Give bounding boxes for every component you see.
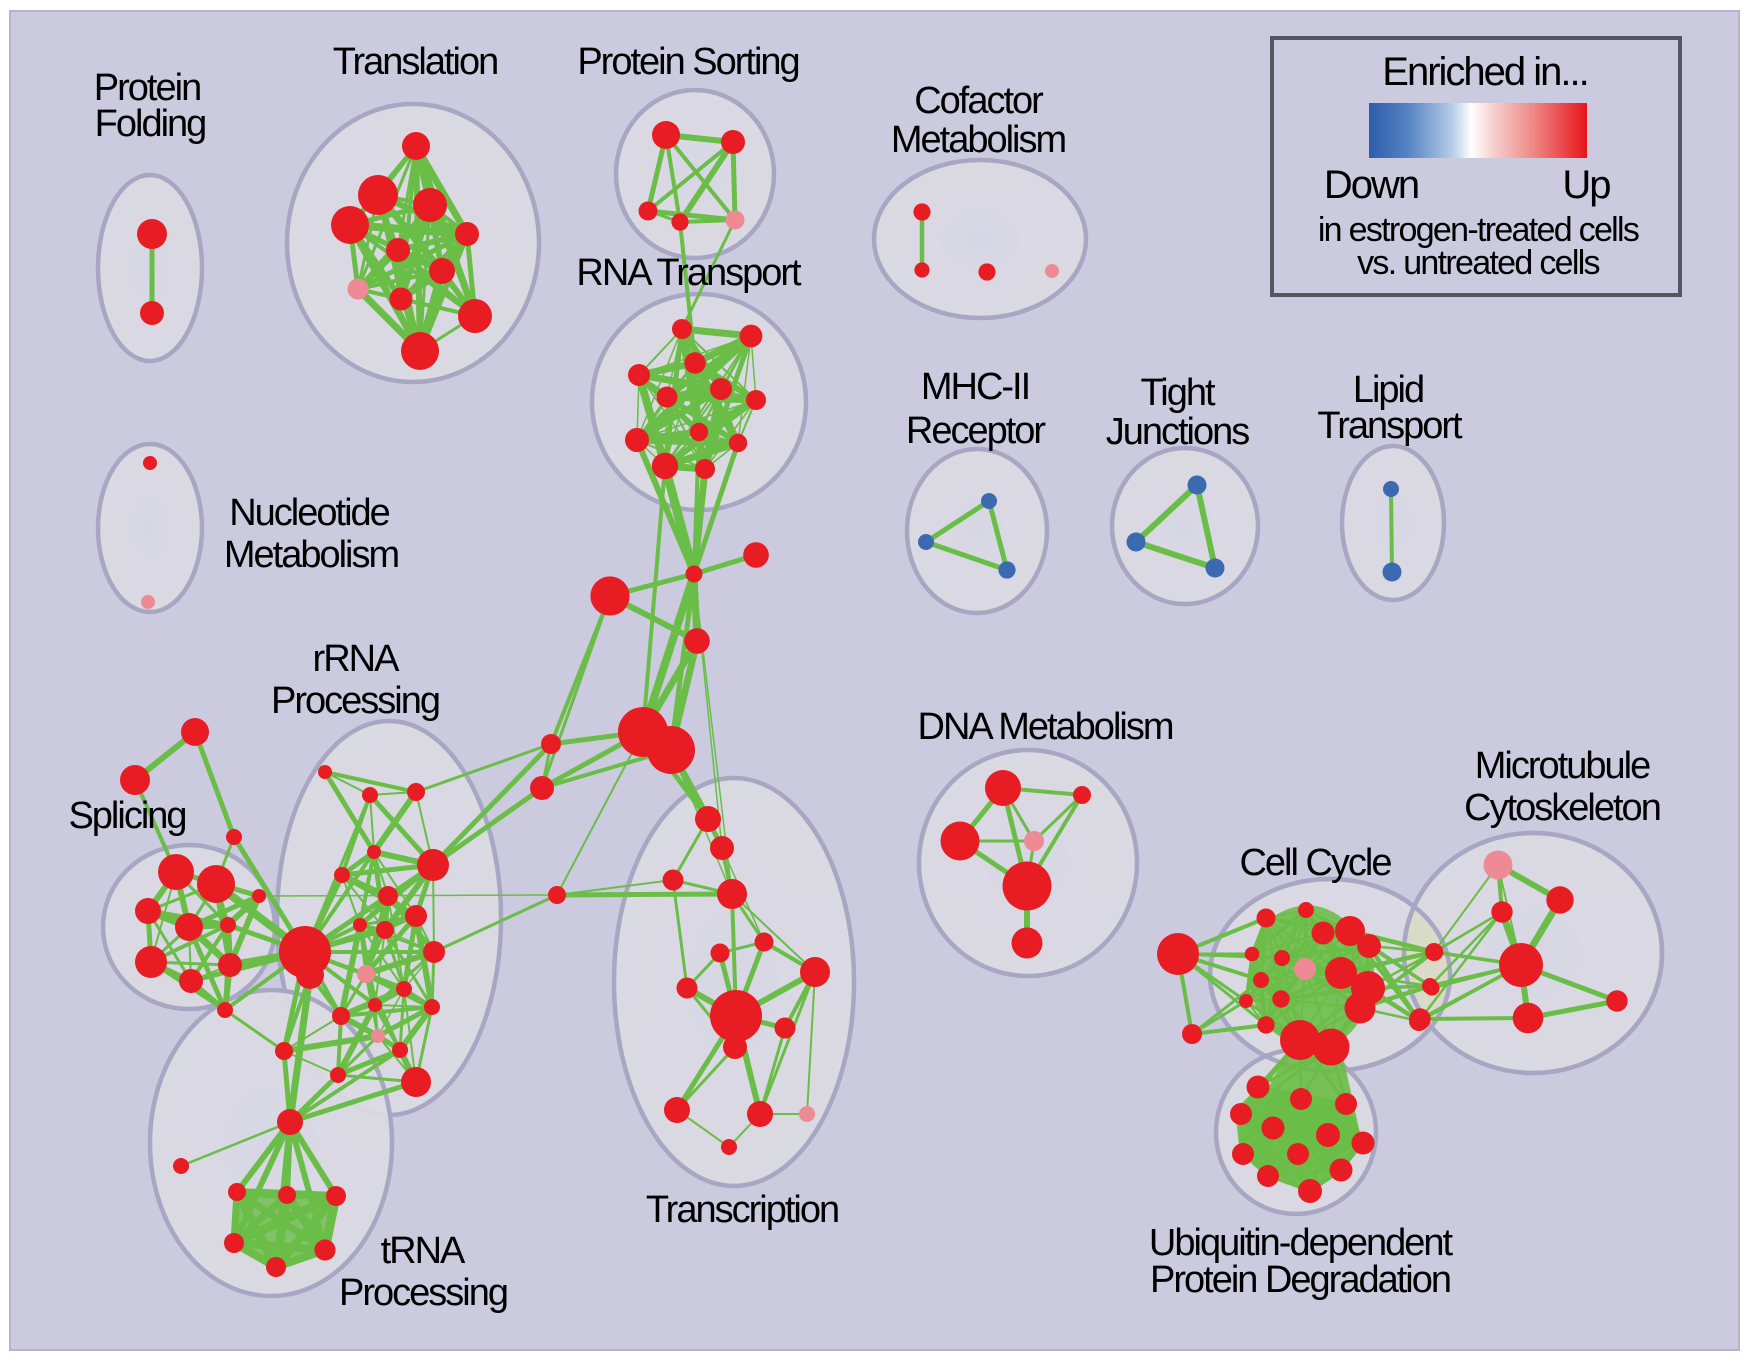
- svg-text:Protein: Protein: [94, 67, 200, 109]
- svg-text:Protein Degradation: Protein Degradation: [1150, 1259, 1450, 1301]
- svg-text:Enriched in...: Enriched in...: [1382, 50, 1587, 94]
- svg-text:Metabolism: Metabolism: [224, 534, 399, 576]
- svg-text:Cytoskeleton: Cytoskeleton: [1464, 787, 1660, 829]
- svg-text:Tight: Tight: [1140, 372, 1216, 414]
- svg-text:Transcription: Transcription: [646, 1189, 838, 1231]
- svg-text:Protein Sorting: Protein Sorting: [577, 41, 798, 83]
- svg-text:Nucleotide: Nucleotide: [229, 492, 389, 534]
- svg-text:Metabolism: Metabolism: [891, 119, 1066, 161]
- svg-text:Processing: Processing: [271, 680, 439, 722]
- svg-text:Cell Cycle: Cell Cycle: [1239, 842, 1391, 884]
- svg-text:Microtubule: Microtubule: [1475, 745, 1650, 787]
- svg-text:Lipid: Lipid: [1353, 369, 1423, 411]
- svg-text:Translation: Translation: [333, 41, 498, 83]
- svg-text:DNA Metabolism: DNA Metabolism: [918, 706, 1173, 748]
- svg-text:Ubiquitin-dependent: Ubiquitin-dependent: [1149, 1222, 1454, 1264]
- svg-text:Processing: Processing: [339, 1272, 507, 1314]
- svg-text:Folding: Folding: [95, 103, 206, 145]
- svg-text:rRNA: rRNA: [313, 638, 401, 680]
- svg-text:Cofactor: Cofactor: [914, 80, 1044, 122]
- svg-text:Receptor: Receptor: [906, 410, 1047, 452]
- svg-text:vs. untreated cells: vs. untreated cells: [1357, 244, 1599, 282]
- svg-text:Down: Down: [1324, 163, 1418, 207]
- svg-text:tRNA: tRNA: [381, 1230, 466, 1272]
- svg-text:Up: Up: [1562, 163, 1610, 207]
- svg-text:Junctions: Junctions: [1106, 411, 1250, 453]
- svg-text:Splicing: Splicing: [68, 795, 185, 837]
- svg-text:Transport: Transport: [1317, 405, 1463, 447]
- svg-text:RNA Transport: RNA Transport: [576, 252, 802, 294]
- svg-text:MHC-II: MHC-II: [921, 366, 1029, 408]
- svg-text:in estrogen-treated cells: in estrogen-treated cells: [1318, 211, 1639, 249]
